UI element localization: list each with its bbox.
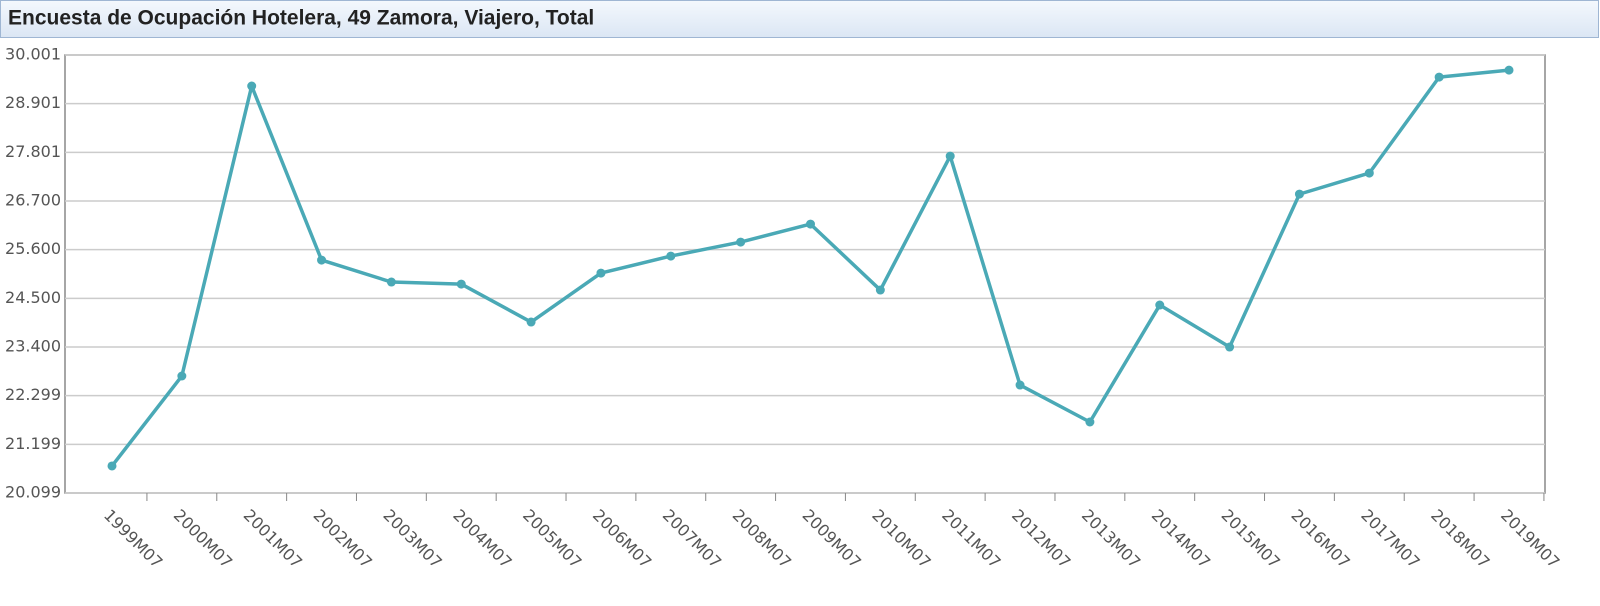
x-tick-label: 2004M07 <box>449 506 515 572</box>
data-point <box>1155 300 1165 310</box>
data-point <box>666 251 676 261</box>
x-tick-label: 2006M07 <box>589 506 655 572</box>
x-tick-label: 2013M07 <box>1078 506 1144 572</box>
x-tick-label: 2015M07 <box>1218 506 1284 572</box>
x-tick-label: 2009M07 <box>798 506 864 572</box>
x-tick-label: 2001M07 <box>240 506 306 572</box>
data-point <box>1225 342 1235 352</box>
x-tick-label: 2002M07 <box>310 506 376 572</box>
data-point <box>386 277 396 287</box>
y-tick-label: 21.199 <box>5 434 61 453</box>
x-tick-label: 2007M07 <box>659 506 725 572</box>
data-point <box>736 237 746 247</box>
x-tick-label: 1999M07 <box>100 506 166 572</box>
x-tick-label: 2019M07 <box>1497 506 1563 572</box>
data-point <box>526 317 536 327</box>
data-point <box>1085 417 1095 427</box>
x-tick-label: 2018M07 <box>1427 506 1493 572</box>
x-tick-label: 2003M07 <box>379 506 445 572</box>
y-tick-label: 26.700 <box>5 191 61 210</box>
y-tick-label: 30.001 <box>5 45 61 64</box>
data-point <box>317 255 327 265</box>
y-tick-label: 20.099 <box>5 483 61 502</box>
data-point <box>456 279 466 289</box>
y-tick-label: 24.500 <box>5 288 61 307</box>
x-tick-label: 2011M07 <box>938 506 1004 572</box>
title-bar <box>0 0 1599 38</box>
x-tick-label: 2014M07 <box>1148 506 1214 572</box>
data-point <box>107 461 117 471</box>
data-point <box>806 219 815 229</box>
x-tick-label: 2012M07 <box>1008 506 1074 572</box>
y-tick-label: 25.600 <box>5 239 61 258</box>
data-point <box>1015 380 1025 390</box>
data-point <box>945 151 955 161</box>
y-tick-label: 27.801 <box>5 142 61 161</box>
data-point <box>177 371 187 381</box>
plot-area <box>64 54 1546 494</box>
data-point <box>1434 72 1444 82</box>
y-tick-label: 28.901 <box>5 93 61 112</box>
data-point <box>1294 189 1304 199</box>
x-tick-label: 2008M07 <box>729 506 795 572</box>
data-point <box>1364 168 1374 178</box>
x-tick-label: 2005M07 <box>519 506 585 572</box>
x-tick-label: 2017M07 <box>1357 506 1423 572</box>
x-tick-label: 2016M07 <box>1287 506 1353 572</box>
chart-title: Encuesta de Ocupación Hotelera, 49 Zamor… <box>8 7 594 30</box>
data-point <box>875 285 885 295</box>
x-tick-label: 2010M07 <box>868 506 934 572</box>
y-tick-label: 23.400 <box>5 336 61 355</box>
x-tick-label: 2000M07 <box>170 506 236 572</box>
data-point <box>247 81 257 91</box>
data-point <box>596 268 606 278</box>
y-tick-label: 22.299 <box>5 385 61 404</box>
data-point <box>1504 65 1514 75</box>
